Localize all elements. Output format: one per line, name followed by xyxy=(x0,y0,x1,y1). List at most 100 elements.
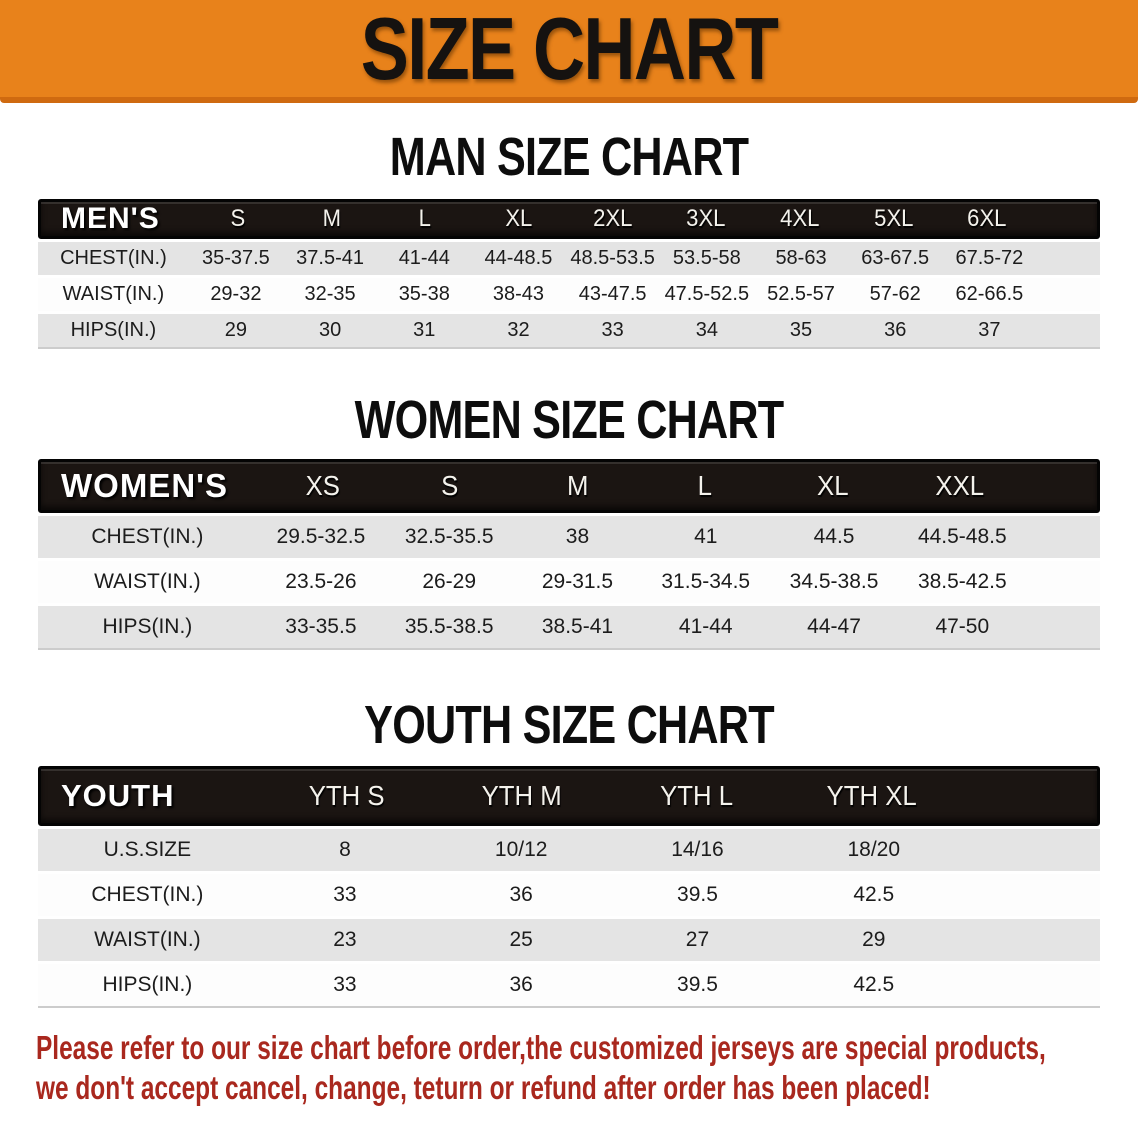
measurement-cell: 35-38 xyxy=(377,276,472,314)
measurement-cell: 53.5-58 xyxy=(659,242,754,278)
measurement-cell: 47-50 xyxy=(898,604,1027,650)
size-table-title: YOUTH xyxy=(61,778,175,813)
table-row: WAIST(IN.) 23.5-26 26-29 29-31.5 31.5-34.5 34… xyxy=(38,559,1100,606)
table-row: HIPS(IN.) 29 30 31 32 33 34 35 36 37 xyxy=(38,312,1100,349)
measurement-cell: 14/16 xyxy=(609,829,786,874)
size-column-header: YTH S xyxy=(308,780,385,811)
measurement-cell: 44.5-48.5 xyxy=(898,516,1027,561)
measurement-cell: 52.5-57 xyxy=(753,276,849,314)
measurement-cell: 47.5-52.5 xyxy=(659,276,754,314)
spacer-cell xyxy=(1036,242,1100,278)
measurement-cell: 39.5 xyxy=(609,962,786,1008)
measurement-cell: 23 xyxy=(256,917,434,964)
spacer-cell xyxy=(961,917,1100,964)
measurement-cell: 43-47.5 xyxy=(565,276,660,314)
size-table-title: MEN'S xyxy=(61,202,160,235)
size-column-header: M xyxy=(566,470,589,501)
measurement-cell: 41-44 xyxy=(641,604,770,650)
measurement-cell: 37.5-41 xyxy=(282,242,378,278)
size-column-header: L xyxy=(697,470,713,501)
size-chart-page: SIZE CHART MAN SIZE CHART MEN'S S M L XL 2XL 3… xyxy=(0,0,1138,1108)
table-row: CHEST(IN.) 33 36 39.5 42.5 xyxy=(38,872,1100,919)
measurement-cell: 35 xyxy=(753,312,849,349)
row-label: CHEST(IN.) xyxy=(38,872,257,919)
measurement-cell: 36 xyxy=(433,872,610,919)
measurement-cell: 35-37.5 xyxy=(188,242,283,278)
disclaimer: Please refer to our size chart before or… xyxy=(0,1028,1138,1108)
measurement-cell: 41 xyxy=(641,516,770,561)
disclaimer-line-1: Please refer to our size chart before or… xyxy=(36,1029,1046,1066)
measurement-cell: 44.5 xyxy=(769,516,899,561)
row-label: HIPS(IN.) xyxy=(38,962,257,1008)
measurement-cell: 29 xyxy=(188,312,283,349)
measurement-cell: 31.5-34.5 xyxy=(641,559,770,606)
measurement-cell: 38-43 xyxy=(471,276,566,314)
youth-size-table: YOUTH YTH S YTH M YTH L YTH XL U.S.SIZE 8 10/12… xyxy=(38,766,1100,1008)
measurement-cell: 33 xyxy=(256,872,434,919)
measurement-cell: 34.5-38.5 xyxy=(769,559,899,606)
measurement-cell: 44-48.5 xyxy=(471,242,566,278)
measurement-cell: 33 xyxy=(565,312,660,349)
size-column-header: 2XL xyxy=(592,205,633,232)
table-row: WAIST(IN.) 23 25 27 29 xyxy=(38,917,1100,964)
section-women: WOMEN SIZE CHART WOMEN'S XS S M L XL XXL CHEST(… xyxy=(0,393,1138,650)
size-table-header-bar: YOUTH YTH S YTH M YTH L YTH XL xyxy=(38,766,1100,826)
measurement-cell: 34 xyxy=(659,312,754,349)
measurement-cell: 23.5-26 xyxy=(256,559,386,606)
size-column-header: XL xyxy=(816,470,849,501)
section-youth: YOUTH SIZE CHART YOUTH YTH S YTH M YTH L YTH… xyxy=(0,698,1138,1008)
spacer-cell xyxy=(961,872,1100,919)
measurement-cell: 44-47 xyxy=(769,604,899,650)
measurement-cell: 18/20 xyxy=(785,829,962,874)
measurement-cell: 32 xyxy=(471,312,566,349)
measurement-cell: 8 xyxy=(256,829,434,874)
measurement-cell: 29-31.5 xyxy=(513,559,642,606)
measurement-cell: 63-67.5 xyxy=(848,242,943,278)
size-table-header-bar: WOMEN'S XS S M L XL XXL xyxy=(38,459,1100,513)
size-column-header: S xyxy=(441,470,459,501)
size-column-header: 3XL xyxy=(686,205,726,232)
row-label: WAIST(IN.) xyxy=(38,276,189,314)
table-row: CHEST(IN.) 29.5-32.5 32.5-35.5 38 41 44.5 44.5… xyxy=(38,516,1100,561)
size-table: CHEST(IN.) 29.5-32.5 32.5-35.5 38 41 44.5 44.5… xyxy=(38,516,1100,650)
measurement-cell: 38 xyxy=(513,516,642,561)
table-row: CHEST(IN.) 35-37.5 37.5-41 41-44 44-48.5 48.5… xyxy=(38,242,1100,278)
measurement-cell: 25 xyxy=(433,917,610,964)
table-row: HIPS(IN.) 33 36 39.5 42.5 xyxy=(38,962,1100,1008)
measurement-cell: 29-32 xyxy=(188,276,283,314)
banner: SIZE CHART xyxy=(0,0,1138,103)
measurement-cell: 58-63 xyxy=(753,242,849,278)
row-label: WAIST(IN.) xyxy=(38,917,257,964)
youth-section-heading: YOUTH SIZE CHART xyxy=(364,695,774,755)
measurement-cell: 42.5 xyxy=(785,872,962,919)
row-label: CHEST(IN.) xyxy=(38,516,257,561)
banner-title: SIZE CHART xyxy=(360,0,779,98)
measurement-cell: 48.5-53.5 xyxy=(565,242,660,278)
row-label: WAIST(IN.) xyxy=(38,559,257,606)
size-column-header: M xyxy=(322,205,341,232)
measurement-cell: 38.5-41 xyxy=(513,604,642,650)
size-column-header: L xyxy=(418,205,432,232)
spacer-cell xyxy=(961,829,1100,874)
measurement-cell: 26-29 xyxy=(385,559,514,606)
measurement-cell: 41-44 xyxy=(377,242,472,278)
size-column-header: YTH M xyxy=(481,780,562,811)
size-column-header: XXL xyxy=(935,470,985,501)
measurement-cell: 31 xyxy=(377,312,472,349)
measurement-cell: 29.5-32.5 xyxy=(256,516,386,561)
size-table: CHEST(IN.) 35-37.5 37.5-41 41-44 44-48.5 48.5… xyxy=(38,242,1100,349)
table-row: HIPS(IN.) 33-35.5 35.5-38.5 38.5-41 41-44 44-… xyxy=(38,604,1100,650)
measurement-cell: 10/12 xyxy=(433,829,610,874)
row-label: U.S.SIZE xyxy=(38,829,257,874)
size-column-header: S xyxy=(230,205,246,232)
measurement-cell: 33 xyxy=(256,962,434,1008)
measurement-cell: 36 xyxy=(848,312,943,349)
disclaimer-line-2: we don't accept cancel, change, teturn o… xyxy=(36,1069,931,1106)
measurement-cell: 32-35 xyxy=(282,276,378,314)
spacer-cell xyxy=(1026,516,1100,561)
size-column-header: 4XL xyxy=(780,205,820,232)
size-table-title: WOMEN'S xyxy=(61,467,229,504)
measurement-cell: 38.5-42.5 xyxy=(898,559,1027,606)
measurement-cell: 57-62 xyxy=(848,276,943,314)
women-section-heading: WOMEN SIZE CHART xyxy=(354,390,785,450)
